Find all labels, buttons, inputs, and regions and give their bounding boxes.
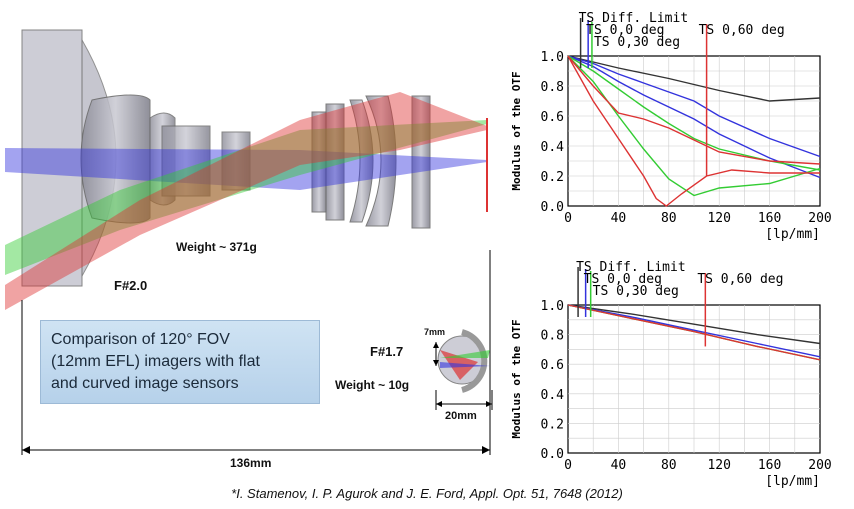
mtf-series-line bbox=[567, 55, 821, 165]
mtf-plot-flat-sensor: 0.0 0.2 0.4 0.6 0.8 1.0 0 40 80 120 160 200[lp/mm] M… bbox=[510, 11, 832, 242]
mtf-series-line bbox=[567, 55, 820, 207]
x-tick-label: 40 bbox=[611, 211, 627, 226]
comparison-line-3: and curved image sensors bbox=[51, 375, 239, 392]
y-tick-label: 0.2 bbox=[541, 170, 564, 185]
legend-label: TS 0,0 deg bbox=[584, 272, 662, 287]
mtf-plot-curved-sensor: 0.0 0.2 0.4 0.6 0.8 1.0 0 40 80 120 160 200[lp/mm] M… bbox=[510, 260, 832, 489]
y-tick-label: 0.0 bbox=[541, 200, 564, 215]
legend-label: TS 0,60 deg bbox=[697, 272, 783, 287]
legend-label: TS 0,30 deg bbox=[594, 35, 680, 50]
blue-ray-bundle bbox=[5, 148, 487, 190]
x-tick-label: 40 bbox=[611, 458, 627, 473]
lens-element bbox=[411, 95, 431, 229]
small-lens-green-ray bbox=[440, 350, 490, 358]
citation: *I. Stamenov, I. P. Agurok and J. E. For… bbox=[231, 486, 623, 501]
lens-element bbox=[80, 94, 151, 224]
y-tick-label: 0.8 bbox=[541, 80, 564, 95]
y-tick-label: 0.4 bbox=[541, 388, 565, 403]
green-ray-bundle bbox=[5, 120, 487, 275]
front-lens-block bbox=[21, 29, 83, 287]
x-tick-label: 120 bbox=[707, 211, 730, 226]
legend-label: TS Diff. Limit bbox=[576, 260, 686, 275]
y-tick-label: 0.2 bbox=[541, 417, 564, 432]
legend-label: TS 0,0 deg bbox=[586, 23, 664, 38]
x-tick-label: 200 bbox=[808, 458, 831, 473]
weight-small-label: Weight ~ 10g bbox=[335, 378, 410, 392]
mtf-series-line bbox=[567, 55, 821, 158]
comparison-box: Comparison of 120° FOV (12mm EFL) imager… bbox=[40, 320, 320, 404]
fnum-large-label: F#2.0 bbox=[114, 278, 148, 293]
mtf-series-line bbox=[567, 304, 821, 358]
mtf-series-line bbox=[567, 55, 821, 171]
y-tick-label: 0.8 bbox=[541, 329, 564, 344]
x-tick-label: 0 bbox=[564, 211, 572, 226]
y-tick-label: 1.0 bbox=[541, 50, 564, 65]
mtf-series-line bbox=[567, 304, 821, 345]
fnum-small-label: F#1.7 bbox=[370, 344, 404, 359]
dim-7mm-label: 7mm bbox=[424, 327, 446, 337]
y-axis-label: Modulus of the OTF bbox=[510, 319, 523, 438]
x-tick-label: 80 bbox=[661, 458, 677, 473]
y-tick-label: 1.0 bbox=[541, 299, 564, 314]
dim-20mm-label: 20mm bbox=[445, 410, 477, 422]
weight-large-label: Weight ~ 371g bbox=[176, 240, 257, 254]
x-tick-label: 200 bbox=[808, 211, 831, 226]
lens-element bbox=[325, 103, 345, 221]
x-tick-label: 120 bbox=[707, 458, 730, 473]
lens-diagram bbox=[5, 29, 493, 455]
legend-label: TS 0,30 deg bbox=[593, 284, 679, 299]
small-lens-shell bbox=[461, 329, 488, 393]
y-axis-label: Modulus of the OTF bbox=[510, 71, 523, 190]
comparison-line-1: Comparison of 120° FOV bbox=[51, 331, 230, 348]
small-lens-blue-ray bbox=[440, 362, 490, 368]
x-tick-label: 160 bbox=[758, 211, 781, 226]
dim-136mm-label: 136mm bbox=[230, 456, 272, 470]
x-tick-label: 0 bbox=[564, 458, 572, 473]
mtf-series-line bbox=[567, 55, 821, 179]
y-tick-label: 0.6 bbox=[541, 110, 564, 125]
lens-element bbox=[161, 125, 211, 197]
mtf-series-line bbox=[567, 304, 821, 361]
mtf-series-line bbox=[567, 55, 821, 197]
legend-label: TS Diff. Limit bbox=[579, 11, 689, 26]
x-tick-label: 160 bbox=[758, 458, 781, 473]
y-tick-label: 0.6 bbox=[541, 358, 564, 373]
lens-element bbox=[349, 99, 374, 223]
x-unit-label: [lp/mm] bbox=[765, 227, 820, 242]
legend-label: TS 0,60 deg bbox=[699, 23, 785, 38]
comparison-line-2: (12mm EFL) imagers with flat bbox=[51, 353, 260, 370]
y-tick-label: 0.0 bbox=[541, 447, 564, 462]
y-tick-label: 0.4 bbox=[541, 140, 565, 155]
red-ray-bundle bbox=[5, 92, 487, 310]
lens-element bbox=[365, 95, 397, 227]
mtf-series-line bbox=[567, 55, 821, 102]
x-unit-label: [lp/mm] bbox=[765, 474, 820, 489]
x-tick-label: 80 bbox=[661, 211, 677, 226]
lens-element bbox=[221, 131, 251, 191]
